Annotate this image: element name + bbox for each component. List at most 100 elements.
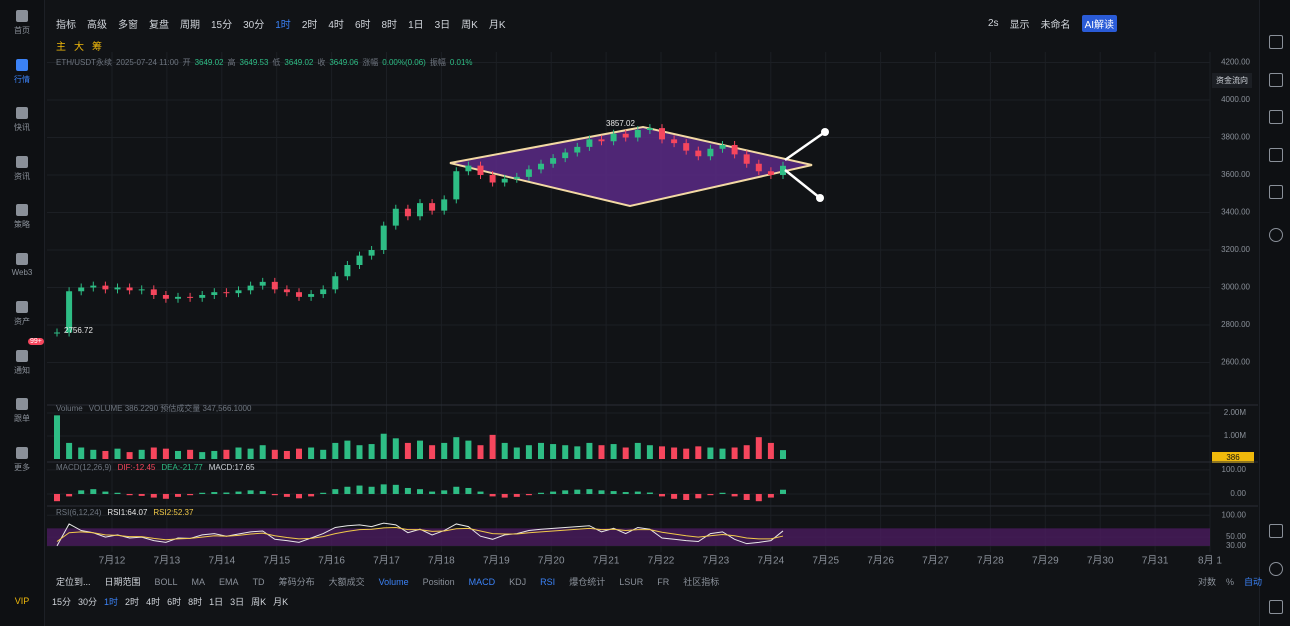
period-button[interactable]: 8时: [188, 597, 203, 607]
nav-label[interactable]: 策略: [14, 220, 30, 229]
nav-label[interactable]: 资产: [14, 317, 30, 326]
draw-tool[interactable]: 筹: [92, 41, 102, 53]
icon[interactable]: [1269, 73, 1283, 87]
icon[interactable]: [1269, 110, 1283, 124]
nav-label[interactable]: 更多: [14, 462, 30, 472]
period-button[interactable]: 6时: [354, 19, 371, 31]
refresh-button[interactable]: 2s: [988, 17, 999, 29]
nav-item[interactable]: 资讯: [0, 155, 44, 182]
tool-button[interactable]: 复盘: [149, 19, 169, 31]
nav-label[interactable]: 快讯: [14, 123, 30, 132]
period-button[interactable]: 1时: [104, 597, 119, 607]
display-button[interactable]: 显示: [1009, 19, 1030, 31]
main-indicator[interactable]: BOLL: [154, 576, 178, 587]
period-button[interactable]: 3日: [230, 597, 245, 607]
period-button[interactable]: 3日: [434, 19, 451, 31]
layout-button[interactable]: 未命名: [1040, 19, 1071, 31]
period-button[interactable]: 15分: [211, 19, 233, 31]
nav-label[interactable]: 跟单: [14, 414, 30, 423]
volume-bar: [646, 445, 653, 459]
sub-indicator[interactable]: LSUR: [619, 576, 644, 587]
sub-indicator[interactable]: Volume: [378, 576, 409, 587]
nav-label[interactable]: 资讯: [14, 171, 30, 181]
sub-indicator[interactable]: KDJ: [509, 576, 527, 587]
period-button[interactable]: 1日: [209, 597, 224, 607]
candle: [755, 163, 762, 172]
vip[interactable]: VIP: [14, 596, 30, 606]
candle: [441, 199, 448, 211]
macd-bar: [719, 492, 726, 494]
money-flow[interactable]: 资金流向: [1212, 73, 1252, 88]
period-button[interactable]: 6时: [167, 597, 182, 607]
icon[interactable]: [1269, 562, 1283, 576]
volume-bar: [271, 449, 278, 459]
icon[interactable]: [1269, 148, 1283, 162]
macd-bar: [90, 489, 97, 494]
tool-button[interactable]: 高级: [87, 19, 107, 31]
main-indicator[interactable]: 筹码分布: [278, 577, 315, 587]
nav-item[interactable]: 行情: [0, 58, 44, 85]
period-button[interactable]: 2时: [125, 597, 140, 607]
ai-button[interactable]: AI解读: [1081, 14, 1118, 32]
period-button[interactable]: 1时: [275, 19, 291, 31]
sub-indicator[interactable]: MACD: [468, 576, 496, 587]
sub-indicator[interactable]: 爆仓统计: [569, 577, 606, 587]
sub-indicator[interactable]: FR: [657, 576, 670, 587]
nav-item[interactable]: 资产: [0, 301, 44, 327]
period-button[interactable]: 1日: [408, 19, 424, 31]
draw-tool[interactable]: 主: [56, 41, 66, 53]
nav-label[interactable]: 首页: [14, 26, 30, 35]
icon[interactable]: [1269, 600, 1283, 614]
locate-button[interactable]: 定位到...: [56, 577, 91, 587]
nav-item[interactable]: 通知: [0, 349, 44, 376]
period-button[interactable]: 30分: [243, 19, 265, 31]
macd-bar: [634, 491, 641, 494]
scale-option[interactable]: 对数: [1198, 577, 1217, 587]
range-button[interactable]: 日期范围: [104, 577, 141, 587]
volume-bar: [731, 447, 738, 459]
tool-button[interactable]: 多窗: [118, 19, 138, 31]
macd-bar: [126, 493, 133, 496]
icon[interactable]: [1269, 524, 1283, 538]
nav-item[interactable]: Web3: [0, 252, 44, 277]
period-button[interactable]: 30分: [78, 597, 98, 607]
period-button[interactable]: 8时: [381, 19, 398, 31]
y-tick-label: 100.00: [1222, 465, 1247, 474]
icon[interactable]: [1269, 228, 1283, 242]
period-button[interactable]: 2时: [301, 19, 318, 31]
period-button[interactable]: 4时: [328, 19, 344, 31]
nav-label[interactable]: 通知: [14, 365, 30, 375]
nav-item[interactable]: 策略: [0, 204, 44, 230]
nav-item[interactable]: 更多: [0, 446, 44, 473]
scale-option[interactable]: %: [1226, 576, 1235, 587]
tool-button[interactable]: 周期: [180, 19, 200, 31]
period-button[interactable]: 月K: [488, 19, 506, 31]
period-button[interactable]: 周K: [251, 597, 267, 607]
main-indicator[interactable]: MA: [191, 576, 206, 587]
volume-bar: [54, 415, 60, 459]
main-indicator[interactable]: TD: [252, 576, 265, 587]
draw-tool[interactable]: 大: [74, 41, 84, 53]
nav-label[interactable]: 行情: [14, 74, 30, 84]
nav-item[interactable]: 快讯: [0, 107, 44, 133]
sub-indicator[interactable]: 社区指标: [683, 577, 720, 587]
volume-bar: [441, 442, 448, 459]
period-button[interactable]: 15分: [52, 597, 72, 607]
sub-indicator[interactable]: RSI: [540, 576, 556, 587]
nav-item[interactable]: 跟单: [0, 398, 44, 424]
scale-option[interactable]: 自动: [1244, 577, 1263, 587]
sub-indicator[interactable]: Position: [422, 576, 455, 587]
period-button[interactable]: 周K: [461, 19, 478, 31]
nav-label[interactable]: Web3: [11, 267, 33, 277]
nav-item[interactable]: 首页: [0, 10, 44, 36]
tool-button[interactable]: 指标: [56, 19, 76, 31]
main-indicator[interactable]: 大额成交: [328, 577, 365, 587]
icon[interactable]: [1269, 185, 1283, 199]
icon[interactable]: [1269, 35, 1283, 49]
field-value: 3649.02: [284, 58, 314, 67]
money-flow-label[interactable]: 资金流向: [1216, 76, 1248, 85]
period-button[interactable]: 月K: [273, 597, 289, 607]
nav-icon: [16, 58, 28, 71]
period-button[interactable]: 4时: [146, 597, 161, 607]
main-indicator[interactable]: EMA: [219, 576, 239, 587]
